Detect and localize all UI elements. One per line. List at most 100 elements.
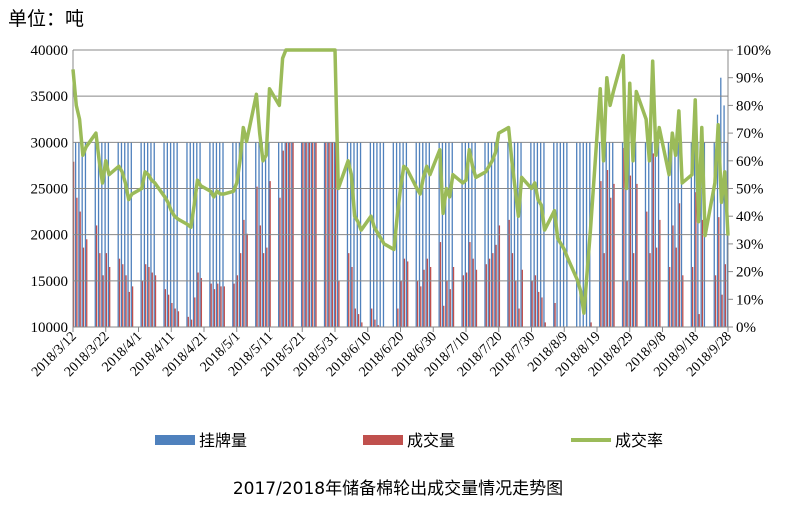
bar bbox=[521, 269, 523, 327]
bar bbox=[544, 322, 546, 327]
bar bbox=[695, 192, 697, 327]
bar bbox=[407, 261, 409, 327]
bar bbox=[403, 258, 406, 327]
y2-tick-label: 60% bbox=[736, 154, 764, 170]
bar bbox=[217, 283, 219, 327]
bar bbox=[220, 286, 222, 327]
bar bbox=[354, 308, 356, 327]
bar bbox=[269, 181, 271, 327]
legend-swatch bbox=[155, 435, 195, 445]
bar bbox=[194, 297, 196, 327]
bar bbox=[95, 225, 98, 327]
y2-tick-label: 0% bbox=[736, 320, 756, 336]
bar bbox=[416, 280, 419, 327]
bar bbox=[128, 291, 130, 327]
bar bbox=[623, 147, 625, 327]
bar bbox=[371, 308, 373, 327]
bar bbox=[646, 211, 648, 327]
bar bbox=[655, 247, 658, 327]
bar bbox=[475, 269, 478, 327]
bar bbox=[262, 253, 265, 327]
bar bbox=[236, 275, 239, 327]
bar bbox=[348, 253, 350, 327]
bar bbox=[538, 291, 540, 327]
bar bbox=[439, 242, 442, 327]
bar bbox=[171, 302, 173, 327]
bar bbox=[606, 170, 609, 327]
chart-title: 2017/2018年储备棉轮出成交量情况走势图 bbox=[233, 479, 563, 499]
bar bbox=[466, 272, 468, 327]
bar bbox=[590, 322, 592, 327]
y2-tick-label: 100% bbox=[736, 43, 771, 59]
y2-tick-label: 80% bbox=[736, 98, 764, 114]
y2-tick-label: 30% bbox=[736, 237, 764, 253]
bar bbox=[73, 161, 75, 327]
bar bbox=[498, 225, 501, 327]
y2-tick-label: 10% bbox=[736, 292, 764, 308]
bar bbox=[429, 266, 432, 327]
bar bbox=[610, 197, 612, 327]
bar bbox=[357, 314, 360, 327]
bar bbox=[723, 105, 725, 327]
bar bbox=[377, 325, 379, 327]
bar bbox=[716, 114, 719, 327]
y2-tick-label: 90% bbox=[736, 71, 764, 87]
y-tick-label: 20000 bbox=[31, 228, 69, 244]
bar bbox=[649, 253, 651, 327]
bar bbox=[492, 253, 494, 327]
bar bbox=[400, 280, 402, 327]
bar bbox=[397, 308, 399, 327]
bar bbox=[361, 322, 363, 327]
bar bbox=[508, 219, 510, 327]
bar bbox=[485, 264, 487, 327]
bar bbox=[109, 266, 111, 327]
y2-tick-label: 40% bbox=[736, 209, 764, 225]
unit-label: 单位：吨 bbox=[8, 8, 84, 30]
y2-tick-label: 70% bbox=[736, 126, 764, 142]
bar bbox=[698, 314, 700, 327]
bar bbox=[243, 219, 245, 327]
bar bbox=[351, 266, 353, 327]
bar bbox=[714, 275, 717, 327]
bar bbox=[131, 286, 134, 327]
bar bbox=[443, 305, 445, 327]
bar bbox=[446, 280, 448, 327]
bar bbox=[102, 275, 104, 327]
y2-tick-label: 20% bbox=[736, 265, 764, 281]
bar bbox=[197, 272, 199, 327]
bar bbox=[691, 266, 694, 327]
y-tick-label: 40000 bbox=[31, 43, 69, 59]
y-tick-label: 25000 bbox=[31, 182, 69, 198]
bar bbox=[636, 183, 638, 327]
bar bbox=[76, 197, 78, 327]
bar bbox=[282, 150, 284, 327]
bar bbox=[675, 247, 677, 327]
bar bbox=[724, 264, 727, 327]
bar bbox=[190, 319, 193, 327]
bar bbox=[223, 286, 225, 327]
y-tick-label: 30000 bbox=[31, 135, 69, 151]
bar bbox=[659, 219, 661, 327]
bar bbox=[554, 302, 556, 327]
bar bbox=[210, 283, 212, 327]
bar bbox=[462, 275, 465, 327]
bar bbox=[701, 219, 704, 327]
bar bbox=[118, 258, 121, 327]
bar bbox=[669, 266, 671, 327]
bar bbox=[141, 280, 144, 327]
bar bbox=[82, 247, 85, 327]
bar bbox=[469, 242, 471, 327]
bar bbox=[151, 272, 153, 327]
bar bbox=[633, 253, 635, 327]
bar bbox=[167, 294, 170, 327]
bar bbox=[534, 275, 537, 327]
bar bbox=[452, 266, 455, 327]
y2-tick-label: 50% bbox=[736, 182, 764, 198]
bar bbox=[125, 275, 127, 327]
bar bbox=[511, 253, 514, 327]
bar bbox=[472, 258, 474, 327]
bar bbox=[259, 225, 261, 327]
bar bbox=[374, 319, 376, 327]
bar bbox=[105, 253, 108, 327]
